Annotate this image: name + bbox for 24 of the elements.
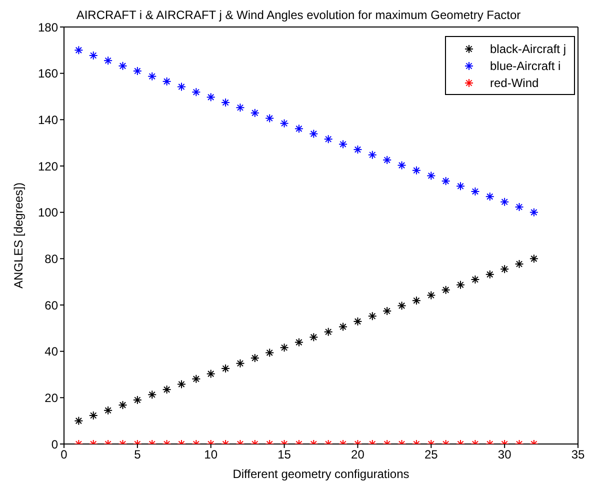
y-tick-label: 180 (38, 20, 58, 34)
y-tick-label: 80 (44, 252, 58, 266)
y-tick-label: 0 (51, 437, 58, 452)
y-tick-label: 60 (44, 298, 58, 312)
x-tick-label: 30 (498, 448, 512, 462)
y-tick-label: 20 (44, 390, 58, 405)
y-tick-label: 120 (38, 159, 58, 174)
x-tick-label: 35 (571, 448, 585, 462)
x-tick-label: 25 (424, 448, 438, 462)
y-tick-label: 160 (38, 66, 58, 81)
y-axis-title: ANGLES [degrees]) (11, 182, 26, 289)
y-tick-label: 100 (38, 206, 58, 220)
x-tick-label: 0 (60, 448, 68, 462)
legend-label: black-Aircraft j (490, 42, 566, 56)
legend-label: red-Wind (490, 76, 539, 90)
y-tick-label: 140 (38, 112, 58, 127)
x-axis-title: Different geometry configurations (232, 467, 410, 481)
x-tick-label: 5 (134, 448, 142, 462)
legend-label: blue-Aircraft i (490, 58, 561, 72)
x-tick-label: 20 (351, 448, 365, 462)
x-tick-label: 10 (204, 448, 218, 462)
x-tick-label: 15 (278, 448, 292, 462)
y-tick-label: 40 (44, 344, 58, 359)
chart-title: AIRCRAFT i & AIRCRAFT j & Wind Angles evolution for maximum Geometry Factor (75, 8, 522, 22)
